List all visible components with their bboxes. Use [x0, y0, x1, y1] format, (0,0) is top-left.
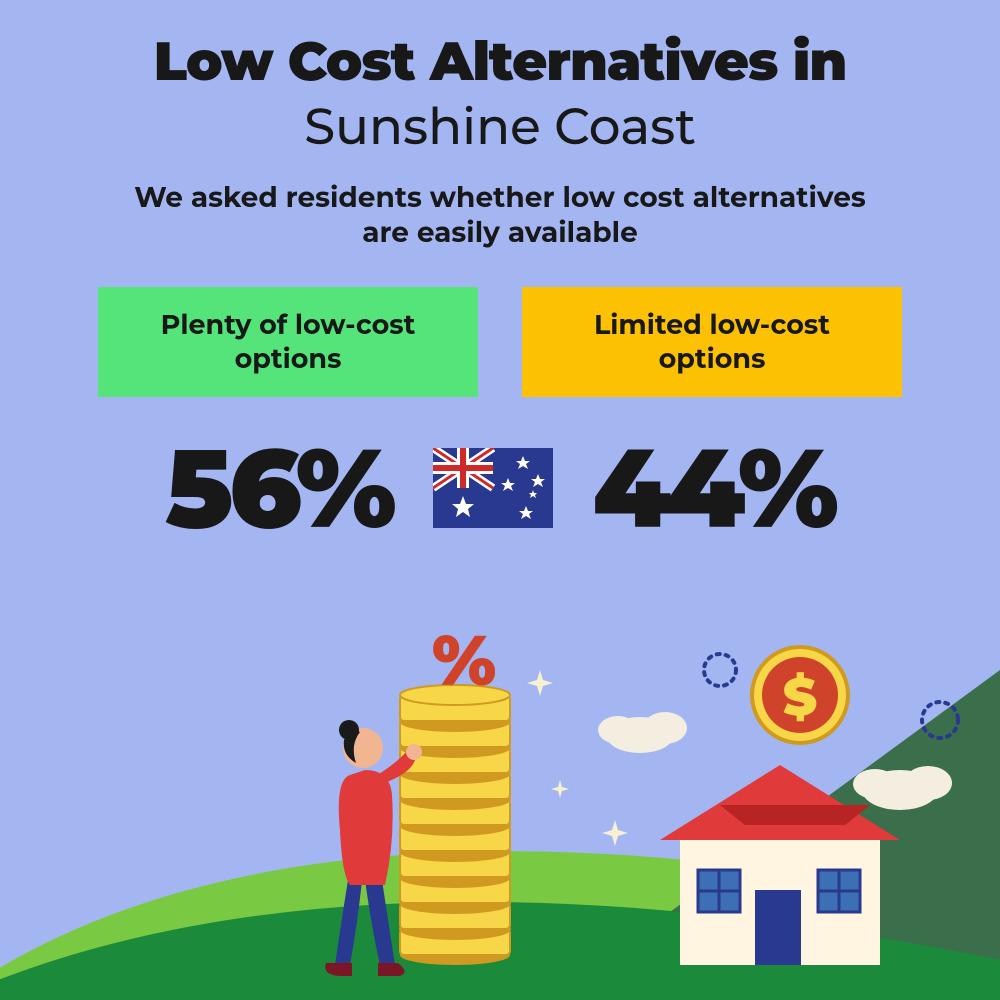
subtitle-text: We asked residents whether low cost alte… — [120, 181, 880, 251]
stat-plenty: 56% — [165, 421, 392, 555]
title-line1: Low Cost Alternatives in — [0, 28, 1000, 94]
option-label-limited: Limited low-cost options — [552, 308, 872, 376]
option-cards: Plenty of low-cost options Limited low-c… — [0, 287, 1000, 397]
option-card-limited: Limited low-cost options — [522, 287, 902, 397]
australia-flag-icon — [433, 448, 553, 528]
stat-limited: 44% — [593, 421, 835, 555]
title-line2: Sunshine Coast — [0, 96, 1000, 157]
percent-icon: % — [432, 620, 496, 703]
coin-stack-icon — [400, 685, 510, 965]
option-label-plenty: Plenty of low-cost options — [128, 308, 448, 376]
infographic-canvas: Low Cost Alternatives in Sunshine Coast … — [0, 0, 1000, 1000]
title-block: Low Cost Alternatives in Sunshine Coast — [0, 0, 1000, 157]
stats-row: 56% — [0, 421, 1000, 555]
option-card-plenty: Plenty of low-cost options — [98, 287, 478, 397]
finance-illustration: $ % — [0, 620, 1000, 1000]
dollar-coin-icon: $ — [752, 647, 848, 743]
svg-text:%: % — [432, 620, 496, 703]
svg-text:$: $ — [783, 666, 817, 729]
